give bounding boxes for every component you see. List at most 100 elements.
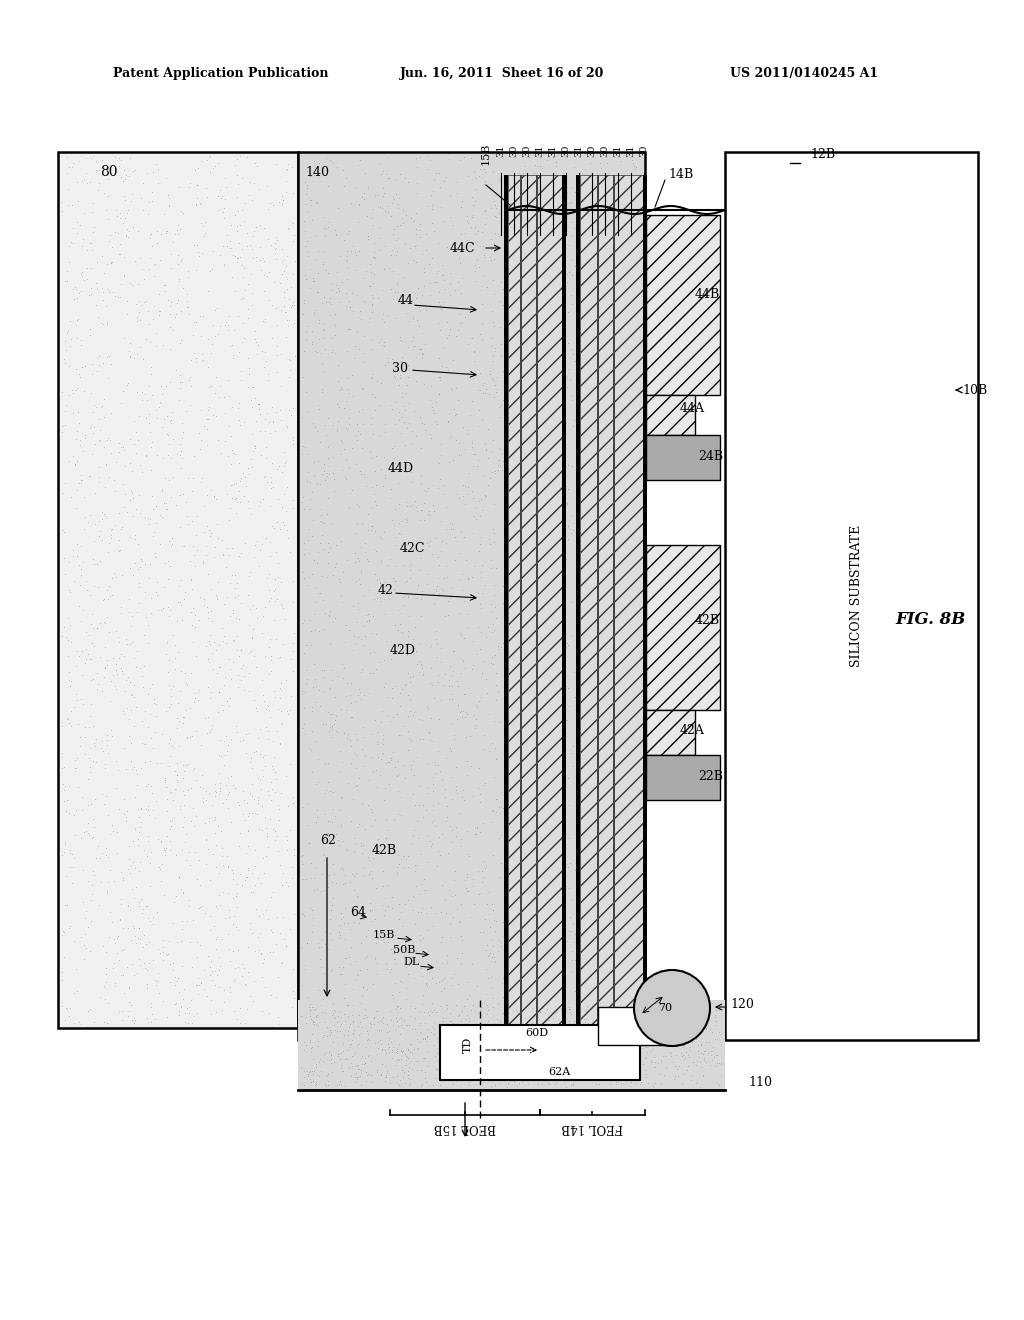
Point [245, 440, 261, 461]
Point [460, 1040, 476, 1061]
Point [549, 1002, 565, 1023]
Point [394, 1059, 411, 1080]
Point [326, 863, 342, 884]
Point [260, 261, 276, 282]
Point [413, 1022, 429, 1043]
Point [73, 263, 89, 284]
Point [155, 941, 171, 962]
Point [334, 857, 350, 878]
Point [526, 223, 543, 244]
Point [281, 310, 297, 331]
Point [510, 657, 526, 678]
Point [229, 896, 246, 917]
Point [552, 762, 568, 783]
Point [206, 486, 222, 507]
Point [126, 347, 142, 368]
Point [474, 220, 490, 242]
Point [221, 977, 238, 998]
Point [304, 564, 321, 585]
Point [57, 473, 74, 494]
Point [627, 1027, 643, 1048]
Point [391, 1008, 408, 1030]
Point [246, 220, 262, 242]
Point [339, 341, 355, 362]
Point [349, 548, 366, 569]
Point [140, 799, 157, 820]
Point [97, 199, 114, 220]
Point [559, 492, 575, 513]
Point [364, 516, 380, 537]
Point [610, 462, 627, 483]
Point [126, 715, 142, 737]
Point [309, 281, 326, 302]
Point [172, 680, 188, 701]
Point [527, 154, 544, 176]
Point [626, 560, 642, 581]
Text: 30: 30 [588, 145, 597, 157]
Point [80, 1001, 96, 1022]
Point [486, 523, 503, 544]
Point [294, 684, 310, 705]
Point [240, 859, 256, 880]
Point [186, 616, 203, 638]
Point [321, 408, 337, 429]
Point [599, 281, 615, 302]
Point [512, 816, 528, 837]
Point [268, 335, 285, 356]
Point [406, 764, 422, 785]
Point [164, 735, 180, 756]
Point [169, 770, 185, 791]
Point [303, 1023, 319, 1044]
Point [651, 1064, 668, 1085]
Point [501, 939, 517, 960]
Point [154, 723, 170, 744]
Point [652, 993, 669, 1014]
Point [338, 249, 354, 271]
Point [571, 751, 588, 772]
Point [424, 1016, 440, 1038]
Point [521, 783, 538, 804]
Point [254, 248, 270, 269]
Point [391, 494, 408, 515]
Point [649, 1053, 666, 1074]
Point [202, 920, 218, 941]
Point [603, 824, 620, 845]
Point [233, 543, 250, 564]
Point [567, 686, 584, 708]
Point [512, 513, 528, 535]
Point [414, 347, 430, 368]
Point [181, 1003, 198, 1024]
Point [640, 1030, 656, 1051]
Point [172, 433, 188, 454]
Point [486, 462, 503, 483]
Point [390, 620, 407, 642]
Point [299, 444, 315, 465]
Point [136, 953, 153, 974]
Point [594, 325, 610, 346]
Point [627, 737, 643, 758]
Point [119, 374, 135, 395]
Point [425, 730, 441, 751]
Point [517, 355, 534, 376]
Point [209, 663, 225, 684]
Point [558, 1019, 574, 1040]
Point [438, 532, 455, 553]
Point [220, 768, 237, 789]
Point [515, 799, 531, 820]
Point [549, 529, 565, 550]
Point [479, 1048, 496, 1069]
Point [268, 825, 285, 846]
Point [551, 1055, 567, 1076]
Point [563, 284, 580, 305]
Point [519, 731, 536, 752]
Point [423, 896, 439, 917]
Point [316, 935, 333, 956]
Point [526, 269, 543, 290]
Point [196, 521, 212, 543]
Text: 31: 31 [613, 144, 623, 157]
Point [241, 498, 257, 519]
Point [502, 601, 518, 622]
Point [302, 488, 318, 510]
Point [183, 1012, 200, 1034]
Point [413, 1074, 429, 1096]
